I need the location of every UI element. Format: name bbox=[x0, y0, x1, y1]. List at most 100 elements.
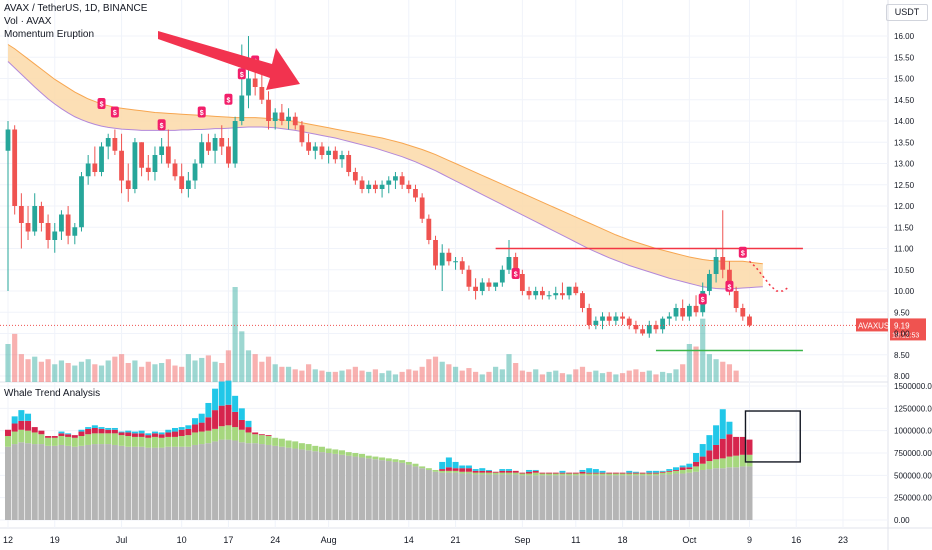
currency-button[interactable]: USDT bbox=[886, 4, 928, 21]
whale-bar bbox=[399, 460, 406, 520]
whale-bar-gray bbox=[258, 444, 265, 520]
whale-bar-gray bbox=[452, 472, 459, 520]
whale-bar-cyan bbox=[526, 469, 533, 472]
volume-bar bbox=[179, 366, 185, 382]
whale-bar-cyan bbox=[706, 435, 713, 451]
candle bbox=[466, 265, 472, 291]
whale-bar-lime bbox=[693, 466, 700, 472]
whale-bar bbox=[198, 413, 205, 520]
whale-bar-crimson bbox=[85, 428, 92, 435]
whale-bar-lime bbox=[345, 452, 352, 456]
candle bbox=[680, 299, 686, 321]
candle-body bbox=[733, 291, 739, 308]
whale-bar-gray bbox=[506, 474, 512, 520]
whale-bar bbox=[425, 468, 432, 520]
volume-bar bbox=[319, 370, 325, 382]
candle bbox=[499, 265, 505, 287]
candle bbox=[600, 312, 605, 330]
candle-body bbox=[272, 112, 278, 121]
whale-bar-crimson bbox=[719, 438, 726, 459]
whale-bar-gray bbox=[18, 442, 25, 520]
whale-bar-cyan bbox=[198, 413, 205, 423]
volume-bar bbox=[65, 363, 71, 382]
volume-bar bbox=[98, 365, 105, 382]
volume-bar bbox=[426, 359, 432, 382]
whale-bar-lime bbox=[699, 463, 706, 470]
candle bbox=[319, 142, 325, 160]
whale-bar-lime bbox=[706, 461, 713, 470]
candle bbox=[65, 206, 71, 245]
whale-bar-gray bbox=[265, 444, 272, 520]
whale-bar bbox=[592, 469, 599, 520]
whale-bar-cyan bbox=[78, 429, 85, 432]
whale-bar-gray bbox=[445, 472, 452, 520]
candle bbox=[673, 303, 679, 321]
candle bbox=[292, 112, 298, 130]
whale-bar bbox=[38, 430, 45, 520]
volume-bar bbox=[539, 374, 545, 382]
whale-bar-gray bbox=[198, 444, 205, 520]
whale-bar-lime bbox=[258, 435, 265, 445]
whale-bar-gray bbox=[285, 447, 292, 520]
whale-bar-cyan bbox=[439, 461, 446, 470]
price-tick-label: 13.50 bbox=[894, 138, 915, 147]
candle bbox=[747, 314, 752, 328]
whale-bar-lime bbox=[639, 473, 646, 476]
momentum-band-upper bbox=[7, 44, 763, 265]
whale-bar-crimson bbox=[65, 434, 72, 437]
candle-body bbox=[506, 257, 512, 270]
whale-bar bbox=[706, 435, 713, 520]
whale-bar-crimson bbox=[606, 472, 613, 474]
candle-body bbox=[105, 138, 111, 147]
volume-bar bbox=[533, 369, 539, 382]
candlesticks[interactable] bbox=[5, 36, 752, 338]
whale-bar bbox=[546, 472, 553, 520]
candle-body bbox=[653, 325, 659, 330]
candle-body bbox=[426, 218, 432, 240]
whale-bar bbox=[693, 453, 700, 520]
candle-body bbox=[246, 78, 251, 96]
candle-body bbox=[646, 325, 652, 334]
whale-bar bbox=[78, 429, 85, 520]
whale-bar bbox=[432, 469, 439, 520]
candle bbox=[626, 316, 632, 330]
whale-bar bbox=[372, 456, 379, 520]
whale-bar bbox=[632, 471, 639, 520]
whale-bar-lime bbox=[318, 446, 325, 453]
whale-bar bbox=[305, 444, 312, 520]
whale-bar bbox=[265, 435, 272, 520]
candle-body bbox=[399, 176, 405, 185]
whale-bar-gray bbox=[71, 446, 78, 520]
whale-tick-label: 250000.00 bbox=[894, 494, 932, 503]
whale-bar-lime bbox=[579, 473, 586, 476]
whale-bar bbox=[519, 472, 526, 520]
whale-bar-cyan bbox=[579, 469, 586, 472]
whale-bar-cyan bbox=[659, 470, 666, 472]
whale-bar-crimson bbox=[552, 472, 559, 474]
whale-bar-cyan bbox=[666, 469, 673, 471]
volume-bar bbox=[58, 360, 65, 382]
volume-bar bbox=[212, 361, 218, 382]
volume-bar bbox=[619, 373, 626, 382]
price-tag-value: 9.19 bbox=[894, 321, 910, 330]
whale-bar bbox=[98, 427, 105, 520]
candle-body bbox=[45, 223, 51, 240]
whale-bar-lime bbox=[31, 432, 38, 445]
whale-bar-crimson bbox=[118, 432, 125, 436]
whale-bar-gray bbox=[105, 444, 112, 520]
whale-bar-crimson bbox=[506, 470, 512, 473]
whale-bar bbox=[111, 427, 118, 520]
volume-bar bbox=[379, 373, 385, 382]
whale-bar-lime bbox=[111, 433, 118, 445]
whale-bar bbox=[412, 463, 419, 520]
candle-body bbox=[580, 293, 585, 308]
candle-body bbox=[112, 138, 118, 151]
candle-body bbox=[626, 318, 632, 325]
volume-bar bbox=[506, 354, 512, 382]
candle bbox=[613, 312, 619, 325]
price-tag-box bbox=[890, 318, 926, 341]
candle-body bbox=[139, 142, 144, 168]
whale-bar-cyan bbox=[85, 427, 92, 429]
whale-bar bbox=[145, 433, 152, 520]
